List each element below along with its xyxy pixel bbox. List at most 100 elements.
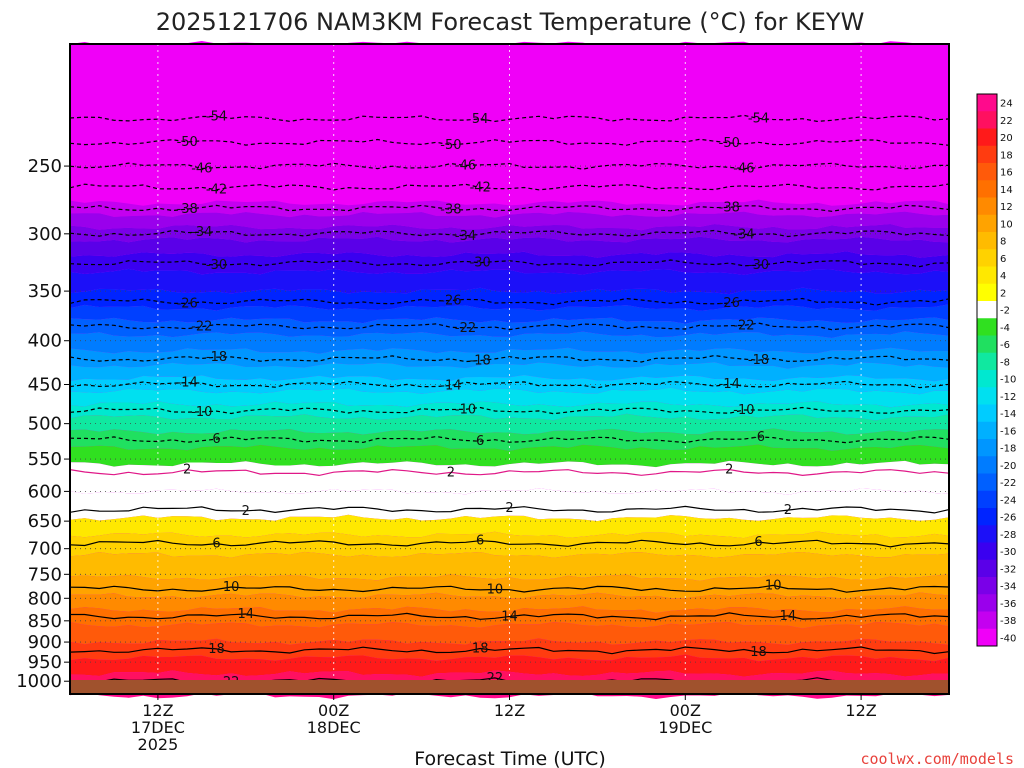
contour-line bbox=[69, 646, 950, 655]
colorbar-legend: 24 22 20 18 16 14 12 10 8 6 4 2 -2 -4 -6 -8 -10 -12 -14 -16… bbox=[976, 93, 1016, 647]
colorbar-label: 12 bbox=[1000, 202, 1013, 213]
colorbar-swatch bbox=[977, 197, 997, 216]
colorbar-swatch bbox=[977, 490, 997, 509]
contour-line bbox=[69, 259, 950, 268]
x-tick-label: 17DEC bbox=[131, 718, 185, 737]
contour-label: 54 bbox=[472, 112, 489, 127]
contour-label: 6 bbox=[212, 432, 220, 447]
temp-band bbox=[70, 488, 949, 522]
colorbar-label: 2 bbox=[1000, 288, 1006, 299]
colorbar-label: -34 bbox=[1000, 582, 1016, 593]
temp-band bbox=[70, 654, 949, 677]
contour-label: 2 bbox=[242, 504, 250, 519]
contour-label: -18 bbox=[470, 353, 491, 368]
colorbar-swatch bbox=[977, 456, 997, 474]
colorbar-swatch bbox=[977, 352, 997, 371]
colorbar-label: -12 bbox=[1000, 392, 1016, 403]
x-tick-label: 19DEC bbox=[658, 718, 712, 737]
colorbar-label: -24 bbox=[1000, 495, 1016, 506]
contour-label: 10 bbox=[765, 578, 782, 593]
contour-label: 2 bbox=[183, 463, 191, 478]
colorbar-swatch bbox=[977, 508, 997, 526]
colorbar-swatch bbox=[977, 180, 997, 198]
colorbar-label: -20 bbox=[1000, 461, 1016, 472]
contour-label: -42 bbox=[470, 180, 491, 195]
contour-label: -50 bbox=[177, 135, 198, 150]
contour-line bbox=[69, 380, 950, 389]
contour-label: 18 bbox=[750, 645, 767, 660]
contour-label: 18 bbox=[208, 642, 225, 657]
contour-label: 6 bbox=[476, 434, 484, 449]
temp-band bbox=[70, 268, 949, 295]
x-tick-label: 12Z bbox=[494, 701, 525, 720]
colorbar-label: -30 bbox=[1000, 547, 1016, 558]
temp-band bbox=[70, 224, 949, 243]
colorbar-swatch bbox=[977, 404, 997, 423]
contour-label: 10 bbox=[487, 583, 504, 598]
contour-line bbox=[69, 162, 949, 170]
contour-label: -10 bbox=[191, 405, 212, 420]
contour-line bbox=[69, 183, 950, 191]
colorbar-label: 18 bbox=[1000, 150, 1013, 161]
contour-label: 14 bbox=[780, 609, 797, 624]
contour-label: -6 bbox=[752, 430, 765, 445]
contour-label: -10 bbox=[733, 403, 754, 418]
y-tick-label: 350 bbox=[28, 281, 62, 302]
x-tick-label: 2025 bbox=[138, 735, 179, 754]
colorbar-swatch bbox=[977, 387, 997, 405]
contour-label: -38 bbox=[719, 200, 740, 215]
colorbar-swatch bbox=[977, 542, 997, 561]
contour-label: -46 bbox=[191, 162, 212, 177]
temp-band bbox=[70, 236, 949, 258]
contour-line bbox=[69, 354, 950, 363]
colorbar-swatch bbox=[977, 163, 997, 181]
colorbar-label: 22 bbox=[1000, 116, 1013, 127]
colorbar-label: -18 bbox=[1000, 444, 1016, 455]
temp-band bbox=[70, 413, 949, 435]
contour-label: -14 bbox=[719, 377, 740, 392]
contour-label: -34 bbox=[455, 229, 476, 244]
x-tick-label: 12Z bbox=[845, 701, 876, 720]
contour-label: -30 bbox=[748, 258, 769, 273]
colorbar-label: -2 bbox=[1000, 306, 1010, 317]
y-tick-label: 900 bbox=[28, 632, 62, 653]
colorbar-label: 16 bbox=[1000, 168, 1013, 179]
colorbar-label: 6 bbox=[1000, 254, 1006, 265]
colorbar-swatch bbox=[977, 439, 997, 457]
contour-label: -22 bbox=[733, 318, 754, 333]
contour-label: 18 bbox=[472, 641, 489, 656]
colorbar-label: -16 bbox=[1000, 426, 1016, 437]
temp-band bbox=[70, 287, 949, 311]
ground-strip bbox=[70, 680, 949, 694]
temp-band bbox=[70, 514, 949, 539]
x-axis-label: Forecast Time (UTC) bbox=[414, 748, 605, 768]
contour-label: -14 bbox=[440, 379, 461, 394]
temp-band bbox=[70, 606, 949, 629]
contour-label: 2 bbox=[784, 503, 792, 518]
contour-label: 10 bbox=[223, 580, 240, 595]
colorbar-swatch bbox=[977, 283, 997, 302]
colorbar-swatch bbox=[977, 145, 997, 164]
contour-label: -30 bbox=[206, 258, 227, 273]
y-axis-pressure: 2503003504004505005506006507007508008509… bbox=[16, 156, 70, 692]
y-tick-label: 700 bbox=[28, 539, 62, 560]
temp-band bbox=[70, 211, 949, 231]
temperature-fill-bands bbox=[70, 41, 949, 700]
temp-band bbox=[70, 375, 949, 395]
contour-line bbox=[69, 406, 950, 415]
contour-label: 2 bbox=[725, 463, 733, 478]
contour-line bbox=[69, 322, 950, 331]
colorbar-label: -38 bbox=[1000, 616, 1016, 627]
colorbar-swatch bbox=[977, 421, 997, 440]
contour-label: -54 bbox=[206, 110, 227, 125]
colorbar-label: -28 bbox=[1000, 530, 1016, 541]
chart-title: 2025121706 NAM3KM Forecast Temperature (… bbox=[156, 8, 865, 36]
colorbar-label: 14 bbox=[1000, 185, 1013, 196]
colorbar-swatch bbox=[977, 214, 997, 233]
contour-line bbox=[69, 539, 950, 548]
colorbar-label: -40 bbox=[1000, 633, 1016, 644]
credit-text: coolwx.com/models bbox=[860, 750, 1014, 768]
y-tick-label: 400 bbox=[28, 331, 62, 352]
contour-label: -34 bbox=[733, 227, 754, 242]
contour-line bbox=[69, 204, 950, 212]
